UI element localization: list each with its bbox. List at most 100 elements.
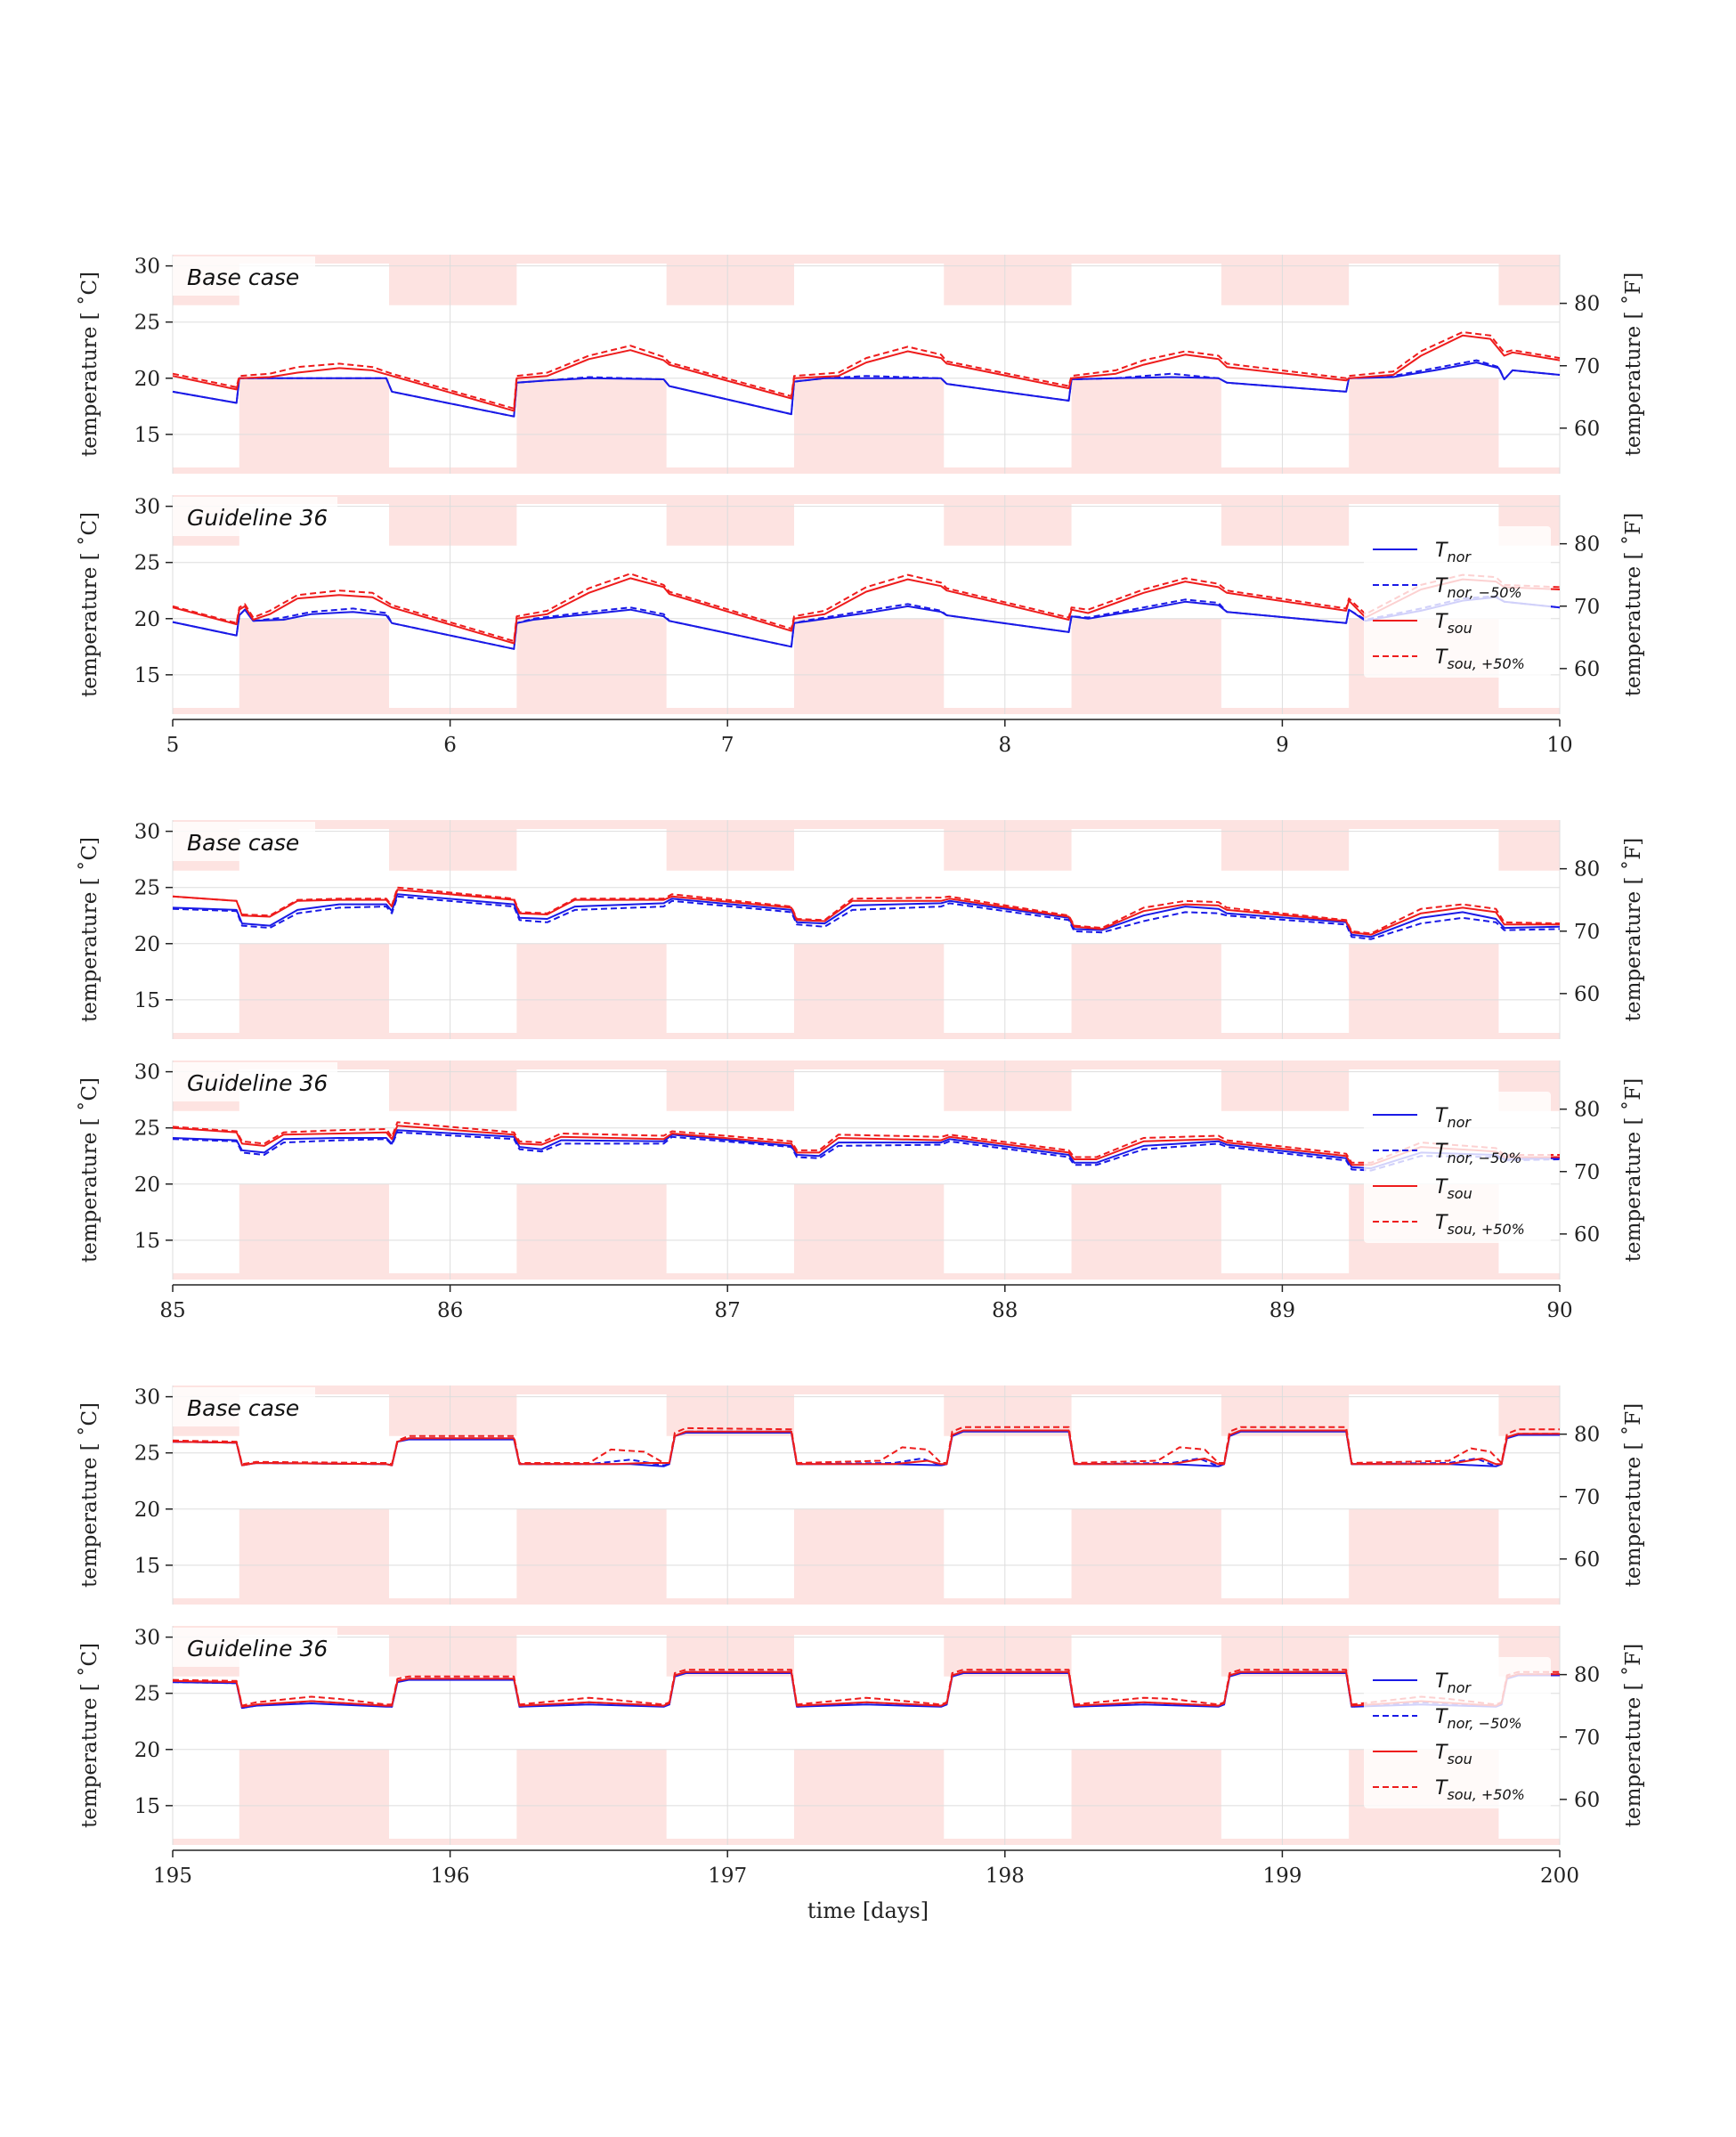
occupied-shade bbox=[239, 378, 390, 474]
series-line-t-sou-p50 bbox=[172, 886, 1561, 935]
x-tick-label: 198 bbox=[986, 1865, 1025, 1888]
case-label-box bbox=[173, 497, 337, 536]
x-tick-label: 5 bbox=[166, 734, 180, 757]
series-line-t-sou-p50 bbox=[172, 1669, 1560, 1707]
y-tick-label: 30 bbox=[134, 1627, 160, 1650]
y2-tick-label: 80 bbox=[1574, 858, 1600, 882]
band-top bbox=[173, 1060, 1560, 1069]
series-line-t-nor-m50 bbox=[172, 895, 1561, 940]
case-label-box bbox=[173, 1387, 315, 1426]
y-tick-label: 20 bbox=[134, 933, 160, 956]
band-bottom bbox=[173, 467, 1560, 474]
panel-g1-2: 15 20 25 30 60 70 80 temperature [ ˚C] temperatu… bbox=[77, 495, 1645, 757]
y2-axis-title: temperature [ ˚F] bbox=[1621, 838, 1645, 1021]
x-tick-label: 10 bbox=[1546, 734, 1572, 757]
occupied-shade bbox=[1349, 378, 1499, 474]
case-label-box bbox=[173, 822, 315, 861]
y-tick-label: 30 bbox=[134, 256, 160, 279]
x-tick-label: 87 bbox=[715, 1299, 741, 1322]
occupied-shade bbox=[793, 1508, 945, 1605]
y-tick-label: 30 bbox=[134, 821, 160, 844]
x-tick-label: 195 bbox=[153, 1865, 192, 1888]
y-tick-label: 25 bbox=[134, 1683, 160, 1706]
occupied-shade bbox=[516, 1749, 667, 1845]
series-line-t-nor-m50 bbox=[172, 595, 1561, 650]
band-top bbox=[173, 255, 1560, 264]
y2-axis-title: temperature [ ˚F] bbox=[1621, 1644, 1645, 1827]
occupied-shade bbox=[1071, 943, 1221, 1039]
series-line-t-sou bbox=[172, 334, 1561, 412]
occupied-shade bbox=[1071, 1183, 1221, 1280]
y-tick-label: 15 bbox=[134, 989, 160, 1012]
x-tick-label: 85 bbox=[159, 1299, 185, 1322]
occupied-shade bbox=[1071, 1749, 1221, 1845]
panel-g2-1: 15 20 25 30 60 70 80 temperature [ ˚C] temperatu… bbox=[77, 820, 1645, 1039]
y-axis-title: temperature [ ˚C] bbox=[77, 1643, 101, 1828]
legend-label: Tnor bbox=[1435, 1105, 1472, 1131]
y2-axis-title: temperature [ ˚F] bbox=[1621, 513, 1645, 696]
x-tick-label: 88 bbox=[992, 1299, 1018, 1322]
y2-tick-label: 60 bbox=[1574, 983, 1600, 1006]
y-tick-label: 15 bbox=[134, 424, 160, 447]
series-line-t-sou-p50 bbox=[172, 331, 1561, 410]
series-line-t-nor-m50 bbox=[172, 359, 1561, 418]
y2-tick-label: 80 bbox=[1574, 1664, 1600, 1687]
y-axis-title: temperature [ ˚C] bbox=[77, 1077, 101, 1263]
occupied-shade bbox=[793, 618, 945, 714]
y-tick-label: 15 bbox=[134, 1555, 160, 1578]
y2-tick-label: 60 bbox=[1574, 658, 1600, 681]
occupied-shade bbox=[793, 1183, 945, 1280]
band-top bbox=[173, 495, 1560, 504]
band-top bbox=[173, 1385, 1560, 1394]
occupied-shade bbox=[793, 943, 945, 1039]
x-axis-title: time [days] bbox=[807, 1898, 929, 1923]
y2-tick-label: 60 bbox=[1574, 418, 1600, 441]
case-label-box bbox=[173, 1628, 337, 1667]
y2-tick-label: 60 bbox=[1574, 1789, 1600, 1812]
y2-tick-label: 70 bbox=[1574, 1727, 1600, 1750]
series-line-t-nor-m50 bbox=[172, 1131, 1561, 1172]
case-label: Base case bbox=[187, 264, 299, 290]
occupied-shade bbox=[239, 1749, 390, 1845]
x-tick-label: 197 bbox=[708, 1865, 747, 1888]
y-axis-title: temperature [ ˚C] bbox=[77, 272, 101, 457]
y2-tick-label: 70 bbox=[1574, 921, 1600, 944]
band-bottom bbox=[173, 1598, 1560, 1605]
y-tick-label: 20 bbox=[134, 368, 160, 391]
x-tick-label: 90 bbox=[1546, 1299, 1572, 1322]
y2-tick-label: 60 bbox=[1574, 1548, 1600, 1572]
case-label: Base case bbox=[187, 1395, 299, 1421]
series-line-t-sou bbox=[172, 889, 1560, 936]
case-label: Base case bbox=[187, 830, 299, 856]
y-tick-label: 25 bbox=[134, 312, 160, 335]
band-bottom bbox=[173, 1273, 1560, 1280]
x-tick-label: 89 bbox=[1270, 1299, 1295, 1322]
series-line-t-nor bbox=[172, 1129, 1561, 1170]
x-tick-label: 199 bbox=[1262, 1865, 1302, 1888]
band-top bbox=[173, 1626, 1560, 1635]
x-tick-label: 7 bbox=[721, 734, 734, 757]
y-tick-label: 25 bbox=[134, 1117, 160, 1141]
y2-tick-label: 70 bbox=[1574, 1161, 1600, 1184]
y-tick-label: 30 bbox=[134, 1386, 160, 1410]
legend-box bbox=[1364, 1657, 1551, 1808]
legend-box bbox=[1364, 1092, 1551, 1243]
y2-axis-title: temperature [ ˚F] bbox=[1621, 1078, 1645, 1262]
occupied-shade bbox=[239, 943, 390, 1039]
band-bottom bbox=[173, 1839, 1560, 1845]
case-label: Guideline 36 bbox=[187, 1070, 328, 1096]
y-axis-title: temperature [ ˚C] bbox=[77, 837, 101, 1022]
y-axis-title: temperature [ ˚C] bbox=[77, 512, 101, 697]
occupied-shade bbox=[516, 378, 667, 474]
case-label: Guideline 36 bbox=[187, 505, 328, 531]
series-line-t-sou bbox=[172, 1429, 1560, 1467]
series-line-t-nor bbox=[172, 362, 1561, 418]
y-tick-label: 25 bbox=[134, 552, 160, 575]
occupied-shade bbox=[1071, 1508, 1221, 1605]
series-line-t-sou bbox=[172, 1125, 1560, 1166]
y2-axis-title: temperature [ ˚F] bbox=[1621, 272, 1645, 456]
y2-tick-label: 70 bbox=[1574, 596, 1600, 619]
series-line-t-sou bbox=[172, 577, 1561, 645]
occupied-shade bbox=[1349, 1508, 1499, 1605]
